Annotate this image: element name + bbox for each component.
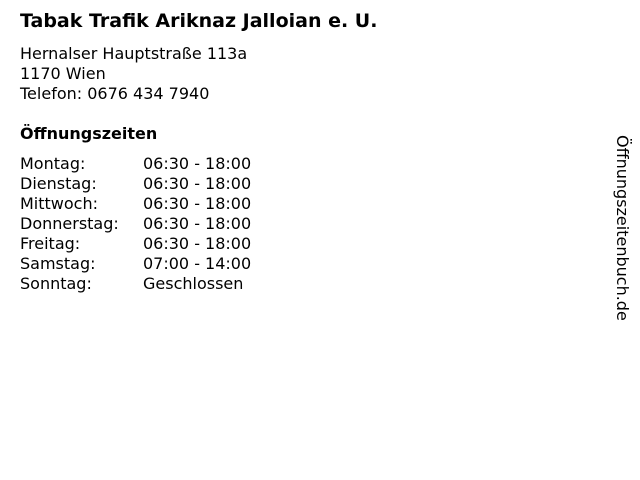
hours-row: Mittwoch: 06:30 - 18:00 bbox=[20, 194, 251, 214]
hours-row: Montag: 06:30 - 18:00 bbox=[20, 154, 251, 174]
hours-heading: Öffnungszeiten bbox=[20, 124, 158, 143]
time-value: 06:30 - 18:00 bbox=[143, 174, 252, 193]
day-label: Mittwoch: bbox=[20, 194, 98, 213]
business-name: Tabak Trafik Ariknaz Jalloian e. U. bbox=[20, 10, 378, 32]
hours-row: Dienstag: 06:30 - 18:00 bbox=[20, 174, 251, 194]
hours-row: Sonntag: Geschlossen bbox=[20, 274, 251, 294]
hours-row: Samstag: 07:00 - 14:00 bbox=[20, 254, 251, 274]
street: Hernalser Hauptstraße 113a bbox=[20, 44, 248, 63]
city: 1170 Wien bbox=[20, 64, 106, 83]
day-label: Donnerstag: bbox=[20, 214, 119, 233]
day-label: Samstag: bbox=[20, 254, 96, 273]
hours-row: Donnerstag: 06:30 - 18:00 bbox=[20, 214, 251, 234]
time-value: 06:30 - 18:00 bbox=[143, 194, 252, 213]
hours-row: Freitag: 06:30 - 18:00 bbox=[20, 234, 251, 254]
day-label: Montag: bbox=[20, 154, 86, 173]
phone: Telefon: 0676 434 7940 bbox=[20, 84, 210, 103]
address-block: Hernalser Hauptstraße 113a 1170 Wien Tel… bbox=[20, 44, 247, 104]
time-value: Geschlossen bbox=[143, 274, 244, 293]
time-value: 06:30 - 18:00 bbox=[143, 234, 252, 253]
time-value: 06:30 - 18:00 bbox=[143, 154, 252, 173]
day-label: Dienstag: bbox=[20, 174, 97, 193]
day-label: Freitag: bbox=[20, 234, 81, 253]
time-value: 06:30 - 18:00 bbox=[143, 214, 252, 233]
day-label: Sonntag: bbox=[20, 274, 92, 293]
time-value: 07:00 - 14:00 bbox=[143, 254, 252, 273]
hours-list: Montag: 06:30 - 18:00 Dienstag: 06:30 - 18:… bbox=[20, 154, 251, 294]
site-label: Öffnungszeitenbuch.de bbox=[613, 135, 632, 321]
